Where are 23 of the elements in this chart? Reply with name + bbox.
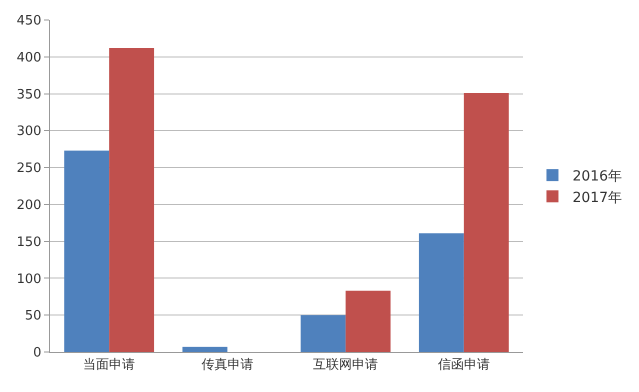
x-tick-label: 信函申请: [438, 358, 490, 373]
y-tick-label: 300: [16, 124, 42, 140]
bar: [300, 315, 346, 352]
x-tick-label: 当面申请: [83, 358, 136, 373]
x-tick-label: 互联网申请: [313, 358, 378, 373]
y-tick-label: 150: [16, 234, 42, 250]
y-tick-label: 100: [16, 272, 42, 287]
bar: [418, 233, 464, 352]
legend-label: 2016年: [572, 168, 622, 185]
bar: [109, 48, 154, 352]
y-tick-label: 350: [16, 87, 42, 102]
y-tick-label: 450: [16, 14, 42, 29]
y-tick-label: 50: [24, 308, 42, 324]
bar: [464, 93, 509, 352]
bar: [182, 346, 228, 352]
y-tick-label: 250: [16, 161, 42, 176]
bar: [64, 150, 110, 352]
y-tick-label: 400: [16, 50, 42, 66]
y-tick-label: 200: [16, 198, 42, 213]
legend-label: 2017年: [572, 190, 622, 206]
y-tick-label: 0: [33, 346, 42, 361]
bar: [346, 290, 391, 352]
x-tick-label: 传真申请: [201, 358, 254, 373]
